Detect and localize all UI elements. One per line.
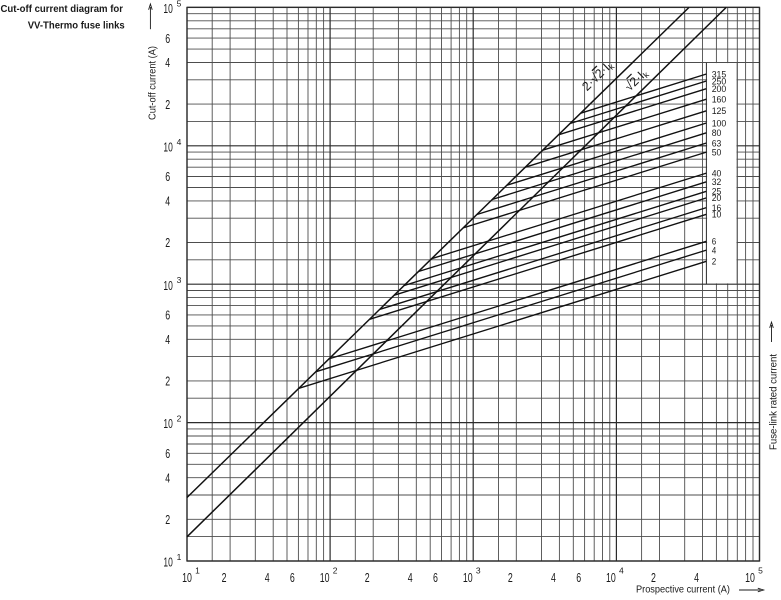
svg-text:5: 5 [177, 0, 182, 8]
svg-text:2: 2 [222, 570, 227, 585]
svg-text:4: 4 [165, 470, 170, 485]
svg-text:4: 4 [265, 570, 270, 585]
svg-text:6: 6 [712, 237, 717, 247]
svg-text:10: 10 [320, 570, 330, 585]
svg-text:6: 6 [576, 570, 581, 585]
svg-text:2: 2 [365, 570, 370, 585]
svg-text:2: 2 [712, 257, 717, 267]
svg-text:10: 10 [712, 210, 722, 220]
svg-text:4: 4 [165, 332, 170, 347]
svg-text:10: 10 [163, 139, 172, 154]
svg-text:4: 4 [551, 570, 556, 585]
svg-text:4: 4 [165, 55, 170, 70]
svg-text:10: 10 [745, 570, 755, 585]
svg-text:4: 4 [165, 194, 170, 209]
svg-text:80: 80 [712, 128, 722, 138]
svg-text:20: 20 [712, 193, 722, 203]
svg-text:6: 6 [165, 446, 170, 461]
svg-text:200: 200 [712, 84, 727, 94]
svg-text:50: 50 [712, 147, 722, 157]
svg-text:16: 16 [712, 203, 722, 213]
svg-text:5: 5 [758, 566, 763, 576]
svg-text:10: 10 [182, 570, 192, 585]
svg-text:6: 6 [290, 570, 295, 585]
svg-text:2: 2 [165, 235, 170, 250]
svg-text:100: 100 [712, 118, 727, 128]
svg-text:Cut-off current diagram for: Cut-off current diagram for [1, 3, 124, 15]
svg-text:Fuse-link rated current: Fuse-link rated current [768, 354, 780, 450]
svg-text:32: 32 [712, 177, 722, 187]
svg-text:250: 250 [712, 76, 727, 86]
svg-text:6: 6 [165, 31, 170, 46]
svg-text:2: 2 [177, 414, 182, 424]
svg-text:6: 6 [165, 169, 170, 184]
svg-text:4: 4 [712, 245, 717, 255]
svg-text:10: 10 [163, 416, 172, 431]
svg-text:4: 4 [177, 137, 182, 147]
svg-text:4: 4 [694, 570, 699, 585]
svg-text:125: 125 [712, 106, 727, 116]
svg-text:10: 10 [163, 1, 172, 16]
svg-text:40: 40 [712, 168, 722, 178]
svg-text:2: 2 [508, 570, 513, 585]
svg-text:Cut-off current (A): Cut-off current (A) [146, 46, 158, 120]
svg-text:63: 63 [712, 138, 722, 148]
svg-text:2: 2 [165, 97, 170, 112]
svg-text:25: 25 [712, 187, 722, 197]
svg-text:10: 10 [463, 570, 473, 585]
svg-text:3: 3 [476, 566, 481, 576]
svg-text:315: 315 [712, 69, 727, 79]
svg-text:2: 2 [165, 512, 170, 527]
svg-text:Prospective current (A): Prospective current (A) [636, 584, 730, 596]
svg-text:3: 3 [177, 275, 182, 285]
svg-text:160: 160 [712, 95, 727, 105]
svg-text:10: 10 [606, 570, 616, 585]
svg-text:2: 2 [651, 570, 656, 585]
svg-text:1: 1 [177, 552, 182, 562]
svg-text:4: 4 [408, 570, 413, 585]
svg-text:1: 1 [195, 566, 200, 576]
svg-text:6: 6 [165, 308, 170, 323]
svg-text:10: 10 [163, 555, 172, 570]
svg-text:10: 10 [163, 278, 172, 293]
svg-text:6: 6 [433, 570, 438, 585]
svg-text:2: 2 [333, 566, 338, 576]
svg-text:4: 4 [619, 566, 624, 576]
svg-text:2: 2 [165, 374, 170, 389]
svg-text:VV-Thermo fuse links: VV-Thermo fuse links [28, 20, 125, 32]
